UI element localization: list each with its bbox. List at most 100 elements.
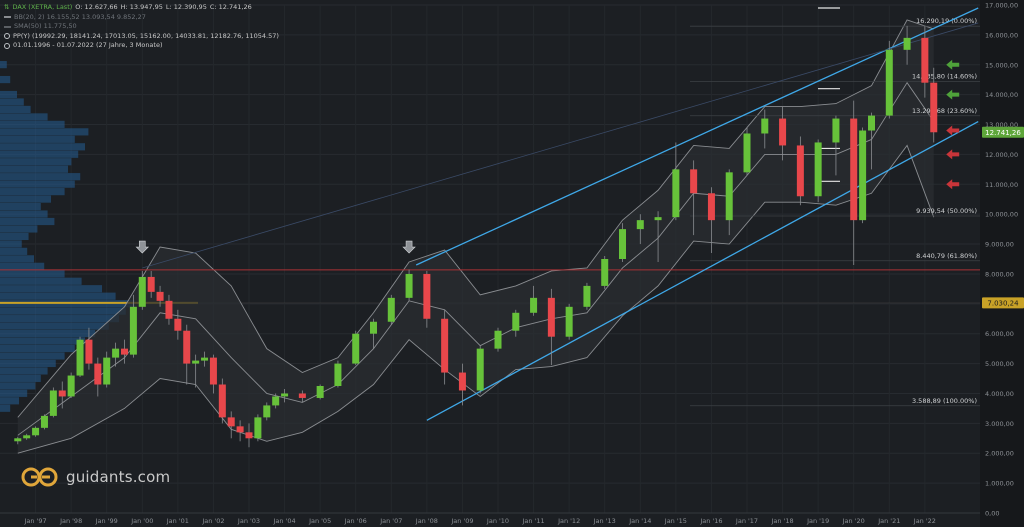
bear-candle xyxy=(209,357,217,385)
legend-bb-row[interactable]: BB(20, 2) 16.155,52 13.093,54 9.852,27 xyxy=(4,13,279,23)
volume-bar xyxy=(0,270,65,278)
x-tick-label: Jan '03 xyxy=(237,517,260,525)
volume-bar xyxy=(0,247,28,255)
volume-bar xyxy=(0,202,41,211)
legend-pp-row[interactable]: PP(Y) (19992.29, 18141.24, 17013.05, 151… xyxy=(4,32,279,42)
bull-candle xyxy=(201,357,209,361)
bull-candle xyxy=(263,405,271,418)
bull-candle xyxy=(32,427,40,436)
legend-main-row[interactable]: ⇅ DAX (XETRA, Last) O: 12.627,66 H: 13.9… xyxy=(4,3,279,13)
volume-bar xyxy=(0,90,17,99)
bull-candle xyxy=(601,259,609,286)
bull-candle xyxy=(859,130,867,221)
bull-candle xyxy=(334,363,342,386)
volume-bar xyxy=(0,329,96,338)
volume-bar xyxy=(0,165,68,173)
bull-candle xyxy=(138,276,146,307)
y-tick-label: 6.000,00 xyxy=(985,330,1014,338)
bull-candle xyxy=(903,37,911,50)
volume-bar xyxy=(0,180,75,188)
y-tick-label: 11.000,00 xyxy=(985,181,1018,189)
open-value: O: 12.627,66 xyxy=(75,3,118,11)
y-tick-label: 12.000,00 xyxy=(985,151,1018,159)
volume-bar xyxy=(0,135,75,143)
bear-candle xyxy=(85,339,93,364)
bull-candle xyxy=(112,348,120,358)
channel-lower-line xyxy=(426,120,979,421)
volume-bar xyxy=(0,359,56,368)
bull-candle xyxy=(352,333,360,364)
bear-candle xyxy=(707,193,715,221)
sma-swatch-icon xyxy=(4,25,11,28)
high-value: H: 13.947,95 xyxy=(120,3,163,11)
volume-bar xyxy=(0,61,7,69)
bear-candle xyxy=(236,426,244,433)
channel-upper-line xyxy=(415,7,979,266)
x-tick-label: Jan '97 xyxy=(23,517,46,525)
bull-candle xyxy=(530,297,538,313)
sma-values: SMA(50) 11.775,50 xyxy=(14,22,77,30)
bull-candle xyxy=(254,417,262,439)
left-arrow-marker-icon xyxy=(946,59,960,70)
bull-candle xyxy=(636,220,644,230)
bear-candle xyxy=(227,417,235,427)
low-value: L: 12.390,95 xyxy=(165,3,207,11)
volume-bar xyxy=(0,143,85,151)
bull-candle xyxy=(23,435,31,439)
volume-bar xyxy=(0,277,82,285)
bear-candle xyxy=(94,363,102,385)
x-tick-label: Jan '14 xyxy=(628,517,651,525)
legend-sma-row[interactable]: SMA(50) 11.775,50 xyxy=(4,22,279,32)
bull-candle xyxy=(387,297,395,322)
left-arrow-marker-icon xyxy=(946,149,960,160)
volume-bar xyxy=(0,352,65,360)
y-tick-label: 1.000,00 xyxy=(985,480,1014,488)
x-tick-label: Jan '98 xyxy=(59,517,82,525)
volume-bar xyxy=(0,315,119,323)
bull-candle xyxy=(14,438,22,442)
x-tick-label: Jan '19 xyxy=(806,517,829,525)
volume-bar xyxy=(0,337,85,345)
y-tick-label: 13.000,00 xyxy=(985,121,1018,129)
brand-logo[interactable]: guidants.com xyxy=(20,466,170,488)
y-tick-label: 14.000,00 xyxy=(985,91,1018,99)
bull-candle xyxy=(814,142,822,197)
bollinger-upper-line xyxy=(17,19,934,418)
bear-candle xyxy=(850,118,858,221)
y-tick-label: 16.000,00 xyxy=(985,31,1018,39)
x-tick-label: Jan '20 xyxy=(842,517,865,525)
x-tick-label: Jan '10 xyxy=(486,517,509,525)
x-tick-label: Jan '05 xyxy=(308,517,331,525)
bear-candle xyxy=(245,432,253,439)
x-tick-label: Jan '16 xyxy=(699,517,722,525)
bear-candle xyxy=(930,82,938,133)
bull-candle xyxy=(832,118,840,143)
fib-label: 16.290,19 (0.00%) xyxy=(916,17,977,25)
bull-candle xyxy=(192,360,200,364)
bull-candle xyxy=(761,118,769,134)
bear-candle xyxy=(796,145,804,197)
bollinger-swatch-icon xyxy=(4,16,11,19)
price-axis-background xyxy=(980,0,1024,527)
trend-line xyxy=(142,22,979,269)
y-tick-label: 15.000,00 xyxy=(985,61,1018,69)
volume-bar xyxy=(0,158,72,166)
y-tick-label: 17.000,00 xyxy=(985,2,1018,10)
bear-candle xyxy=(547,297,555,337)
y-tick-label: 9.000,00 xyxy=(985,241,1014,249)
bear-candle xyxy=(441,318,449,373)
x-tick-label: Jan '99 xyxy=(95,517,118,525)
y-tick-label: 2.000,00 xyxy=(985,450,1014,458)
x-tick-label: Jan '15 xyxy=(664,517,687,525)
bear-candle xyxy=(921,37,929,83)
x-tick-label: Jan '07 xyxy=(379,517,402,525)
bull-candle xyxy=(272,396,280,406)
bear-candle xyxy=(423,273,431,319)
x-tick-label: Jan '04 xyxy=(272,517,295,525)
volume-bar xyxy=(0,240,22,248)
x-tick-label: Jan '00 xyxy=(130,517,153,525)
volume-bar xyxy=(0,367,48,375)
volume-bar xyxy=(0,120,65,128)
volume-bar xyxy=(0,389,28,397)
